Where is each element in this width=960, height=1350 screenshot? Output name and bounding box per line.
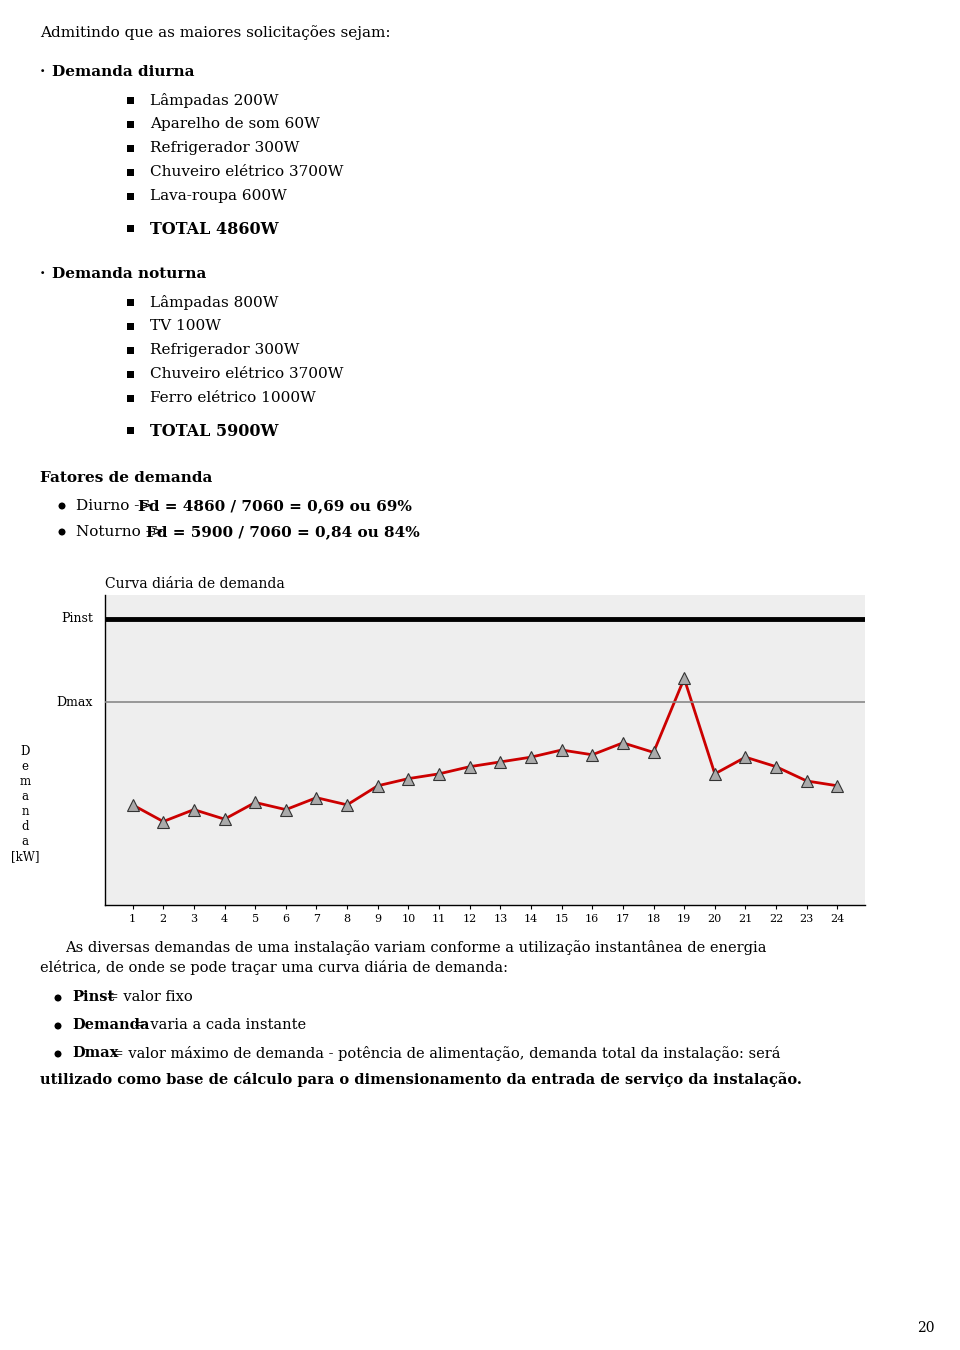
Text: ·: · [40,65,51,80]
Text: Lâmpadas 200W: Lâmpadas 200W [150,93,278,108]
Text: Lâmpadas 800W: Lâmpadas 800W [150,296,278,310]
Text: Curva diária de demanda: Curva diária de demanda [105,576,285,591]
Text: = valor fixo: = valor fixo [102,990,193,1004]
Bar [127,144,133,151]
Bar [127,347,133,354]
Text: utilizado como base de cálculo para o dimensionamento da entrada de serviço da i: utilizado como base de cálculo para o di… [40,1072,802,1087]
Text: Refrigerador 300W: Refrigerador 300W [150,343,300,356]
Text: Dmax: Dmax [72,1046,118,1060]
Text: D
e
m
a
n
d
a
[kW]: D e m a n d a [kW] [12,745,39,863]
Bar [127,298,133,305]
Bar [127,370,133,378]
Circle shape [59,502,65,509]
Circle shape [59,528,65,536]
Text: Pinst: Pinst [72,990,114,1004]
Text: Admitindo que as maiores solicitações sejam:: Admitindo que as maiores solicitações se… [40,26,391,40]
Text: ·: · [40,267,51,281]
Bar [127,427,133,433]
Bar [127,323,133,329]
Text: Aparelho de som 60W: Aparelho de som 60W [150,117,320,131]
Circle shape [55,1050,61,1057]
Text: Dmax: Dmax [57,695,93,709]
Bar [127,120,133,127]
Text: Noturno ->: Noturno -> [76,525,168,539]
Text: = varia a cada instante: = varia a cada instante [129,1018,306,1031]
Text: Pinst: Pinst [60,613,93,625]
Text: Diurno ->: Diurno -> [76,500,157,513]
Text: Chuveiro elétrico 3700W: Chuveiro elétrico 3700W [150,367,344,381]
Text: TOTAL 4860W: TOTAL 4860W [150,221,278,238]
Text: As diversas demandas de uma instalação variam conforme a utilização instantânea : As diversas demandas de uma instalação v… [65,940,766,954]
Bar [127,96,133,104]
Text: Demanda noturna: Demanda noturna [52,267,206,281]
Text: Refrigerador 300W: Refrigerador 300W [150,140,300,155]
Text: TV 100W: TV 100W [150,319,221,333]
Text: Demanda: Demanda [72,1018,150,1031]
Circle shape [55,1022,61,1030]
Text: TOTAL 5900W: TOTAL 5900W [150,423,278,440]
Bar [127,224,133,231]
Text: Ferro elétrico 1000W: Ferro elétrico 1000W [150,392,316,405]
Text: Fatores de demanda: Fatores de demanda [40,471,212,485]
Text: Fd = 4860 / 7060 = 0,69 ou 69%: Fd = 4860 / 7060 = 0,69 ou 69% [138,500,412,513]
Circle shape [55,995,61,1002]
Bar [127,169,133,176]
Text: Chuveiro elétrico 3700W: Chuveiro elétrico 3700W [150,165,344,180]
Text: Demanda diurna: Demanda diurna [52,65,195,80]
Bar [127,193,133,200]
Text: Lava-roupa 600W: Lava-roupa 600W [150,189,287,202]
Bar [127,394,133,401]
Text: elétrica, de onde se pode traçar uma curva diária de demanda:: elétrica, de onde se pode traçar uma cur… [40,960,508,975]
Text: 20: 20 [918,1322,935,1335]
Text: Fd = 5900 / 7060 = 0,84 ou 84%: Fd = 5900 / 7060 = 0,84 ou 84% [146,525,420,539]
Text: = valor máximo de demanda - potência de alimentação, demanda total da instalação: = valor máximo de demanda - potência de … [107,1046,780,1061]
